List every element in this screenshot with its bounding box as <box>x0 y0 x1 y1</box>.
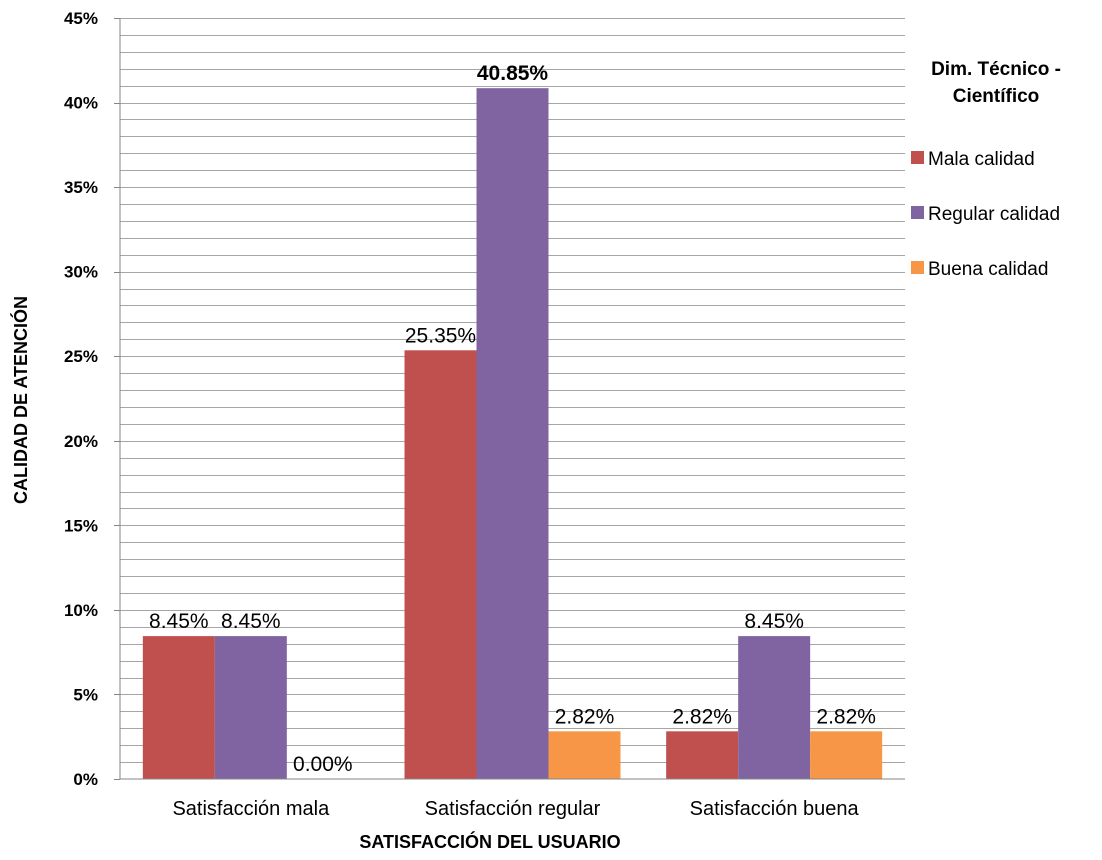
y-tick-label: 45% <box>64 9 98 28</box>
x-category-label: Satisfacción regular <box>425 798 601 820</box>
x-axis-categories: Satisfacción mala Satisfacción regular Sat… <box>172 798 859 820</box>
y-tick-label: 10% <box>64 601 98 620</box>
bar-buena-calidad <box>810 731 883 779</box>
legend-swatch <box>911 151 924 164</box>
x-category-label: Satisfacción buena <box>690 798 860 820</box>
legend-swatch <box>911 206 924 219</box>
legend-item-label: Buena calidad <box>928 259 1048 280</box>
data-label: 0.00% <box>293 753 353 776</box>
bar-mala-calidad <box>666 731 739 779</box>
legend: Dim. Técnico - Científico Mala calidad Regu… <box>911 59 1061 280</box>
data-label: 8.45% <box>221 610 281 633</box>
y-tick-label: 5% <box>73 685 98 704</box>
data-label: 25.35% <box>405 324 476 347</box>
y-tick-label: 15% <box>64 516 98 535</box>
y-axis-ticks: 0% 5% 10% 15% 20% 25% 30% 35% 40% 45% <box>64 9 120 789</box>
bar-regular-calidad <box>738 636 811 779</box>
y-tick-label: 40% <box>64 94 98 113</box>
bar-regular-calidad <box>476 88 549 780</box>
x-axis-title: SATISFACCIÓN DEL USUARIO <box>359 831 620 852</box>
bar-mala-calidad <box>142 636 215 779</box>
legend-item-label: Regular calidad <box>928 204 1060 225</box>
x-category-label: Satisfacción mala <box>172 798 330 820</box>
y-axis-title: CALIDAD DE ATENCIÓN <box>10 296 31 504</box>
bar-mala-calidad <box>404 350 477 779</box>
legend-title: Dim. Técnico - <box>931 59 1061 80</box>
bar-buena-calidad <box>548 731 621 779</box>
legend-item-label: Mala calidad <box>928 149 1035 170</box>
bar-regular-calidad <box>214 636 287 779</box>
y-tick-label: 20% <box>64 432 98 451</box>
axes <box>119 18 905 780</box>
data-label: 2.82% <box>555 705 615 728</box>
legend-swatch <box>911 261 924 274</box>
data-label: 8.45% <box>149 610 209 633</box>
data-labels: 8.45% 25.35% 2.82% 8.45% 40.85% 8.45% 0.00% 2.8… <box>149 62 876 776</box>
data-label: 40.85% <box>477 62 549 85</box>
data-label: 2.82% <box>816 705 876 728</box>
y-tick-label: 0% <box>73 770 98 789</box>
bars <box>142 88 883 780</box>
data-label: 2.82% <box>672 705 732 728</box>
y-tick-label: 30% <box>64 263 98 282</box>
y-tick-label: 35% <box>64 178 98 197</box>
y-tick-label: 25% <box>64 347 98 366</box>
data-label: 8.45% <box>744 610 804 633</box>
legend-title: Científico <box>953 86 1040 107</box>
